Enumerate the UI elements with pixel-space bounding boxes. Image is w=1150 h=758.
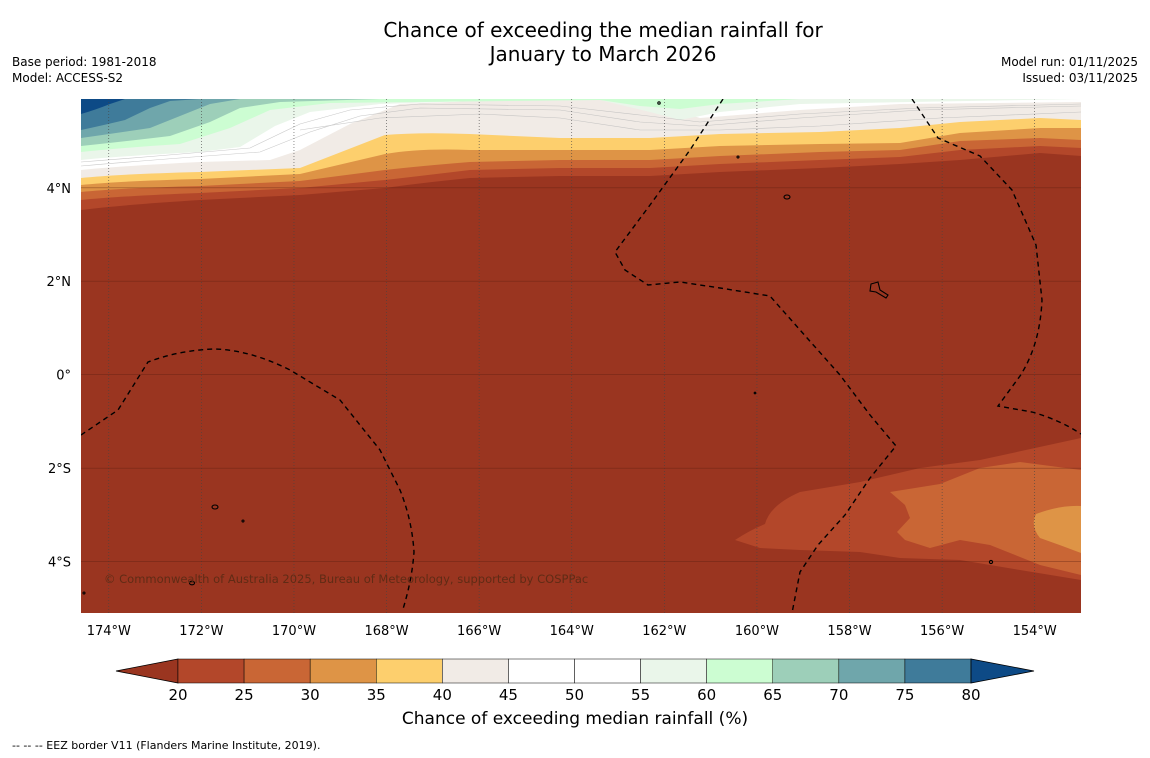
lon-tick-label: 168°W [364, 624, 408, 639]
band-se-30-35 [890, 462, 1081, 575]
contour-lines [81, 103, 1081, 167]
model-text: Model: ACCESS-S2 [12, 71, 124, 85]
colorbar-tick-label: 75 [895, 686, 914, 704]
lon-tick-label: 154°W [1013, 624, 1057, 639]
colorbar-tick-label: 20 [168, 686, 187, 704]
colorbar-tick-label: 80 [961, 686, 980, 704]
band-60-65 [81, 99, 800, 152]
eez-borders [81, 99, 1081, 613]
base-period-text: Base period: 1981-2018 [12, 55, 157, 69]
lon-tick-label: 156°W [920, 624, 964, 639]
lon-tick-label: 164°W [550, 624, 594, 639]
colorbar-tick-label: 25 [235, 686, 254, 704]
rainfall-map [81, 99, 1081, 613]
lon-tick-label: 172°W [179, 624, 223, 639]
colorbar-tick-label: 30 [301, 686, 320, 704]
colorbar-tick-label: 45 [499, 686, 518, 704]
island [657, 101, 661, 105]
colorbar-label: Chance of exceeding median rainfall (%) [401, 709, 749, 729]
colorbar-segment [243, 658, 311, 684]
lat-tick-label: 2°N [47, 275, 72, 290]
colorbar-segment [706, 658, 774, 684]
lon-tick-label: 160°W [735, 624, 779, 639]
longitude-axis: 174°W 172°W 170°W 168°W 166°W 164°W 162°W 160°W… [87, 624, 1057, 639]
map-title: Chance of exceeding the median rainfall … [0, 18, 1150, 66]
island [82, 591, 86, 595]
latitude-axis: 4°N 2°N 0° 2°S 4°S [47, 182, 72, 571]
lon-tick-label: 174°W [87, 624, 131, 639]
band-80-plus [81, 99, 125, 114]
band-50-60 [81, 99, 1081, 170]
island [241, 519, 245, 523]
meta-left: Base period: 1981-2018 Model: ACCESS-S2 [12, 54, 157, 86]
map-title-line2: January to March 2026 [489, 42, 717, 66]
map-title-line1: Chance of exceeding the median rainfall … [383, 18, 823, 42]
colorbar-tick-label: 70 [829, 686, 848, 704]
colorbar-segment [640, 658, 707, 684]
colorbar-tick-label: 60 [697, 686, 716, 704]
colorbar-segment [838, 658, 906, 684]
lat-tick-label: 4°S [48, 556, 71, 571]
islands [82, 101, 994, 595]
issued-text: Issued: 03/11/2025 [1022, 71, 1138, 85]
island [736, 155, 740, 159]
colorbar-tick-label: 50 [565, 686, 584, 704]
colorbar: 20 25 30 35 40 45 50 55 60 65 70 75 80 [115, 658, 1035, 704]
colorbar-tick-label: 65 [763, 686, 782, 704]
band-75-80 [81, 99, 200, 130]
lon-tick-label: 158°W [827, 624, 871, 639]
lat-tick-label: 2°S [48, 462, 71, 477]
lon-tick-label: 166°W [457, 624, 501, 639]
band-se-35-40 [1033, 505, 1081, 553]
eez-legend-note: -- -- -- EEZ border V11 (Flanders Marine… [12, 739, 321, 752]
kiritimati-island [869, 281, 889, 299]
colorbar-segment [177, 658, 245, 684]
island [753, 391, 757, 395]
colorbar-segment [508, 658, 575, 684]
colorbar-segment [309, 658, 377, 684]
lon-tick-label: 162°W [642, 624, 686, 639]
lon-tick-label: 170°W [272, 624, 316, 639]
colorbar-extend-high [970, 658, 1035, 684]
island [188, 580, 196, 586]
meta-right: Model run: 01/11/2025 Issued: 03/11/2025 [1001, 54, 1138, 86]
colorbar-segment [772, 658, 840, 684]
model-run-text: Model run: 01/11/2025 [1000, 55, 1138, 69]
copyright-notice: © Commonwealth of Australia 2025, Bureau… [104, 572, 589, 586]
island [783, 194, 791, 200]
graticule [81, 99, 1081, 613]
colorbar-segment [904, 658, 972, 684]
island [988, 559, 994, 565]
lat-tick-label: 0° [56, 369, 71, 384]
colorbar-segment [442, 658, 509, 684]
colorbar-segment [574, 658, 641, 684]
colorbar-tick-label: 55 [631, 686, 650, 704]
colorbar-tick-label: 35 [367, 686, 386, 704]
island [211, 504, 219, 510]
colorbar-segment [376, 658, 443, 684]
lat-tick-label: 4°N [47, 182, 72, 197]
colorbar-tick-label: 40 [433, 686, 452, 704]
colorbar-extend-low [115, 658, 179, 684]
